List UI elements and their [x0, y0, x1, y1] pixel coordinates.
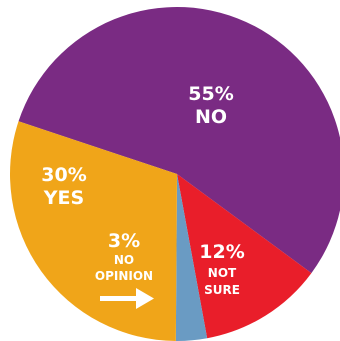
- pie-slice-no: [18, 7, 340, 274]
- label-yes-pct: 30%: [41, 164, 86, 186]
- label-not-sure-pct: 12%: [199, 241, 244, 263]
- right-arrow-icon: [100, 288, 154, 309]
- label-no-opinion-word-1: NO: [114, 253, 134, 267]
- pie-slices: [9, 7, 340, 341]
- label-no-opinion-word-2: OPINION: [95, 269, 153, 283]
- label-not-sure-word-1: NOT: [208, 266, 237, 280]
- label-no-pct: 55%: [188, 83, 233, 105]
- pie-slice-yes: [9, 121, 178, 341]
- pie-slice-no-opinion: [175, 174, 208, 341]
- label-not-sure-word-2: SURE: [204, 283, 240, 297]
- label-no-opinion-pct: 3%: [108, 230, 140, 252]
- label-no-name: NO: [195, 106, 227, 128]
- label-yes-name: YES: [43, 187, 84, 209]
- pie-slice-not-sure: [177, 174, 312, 339]
